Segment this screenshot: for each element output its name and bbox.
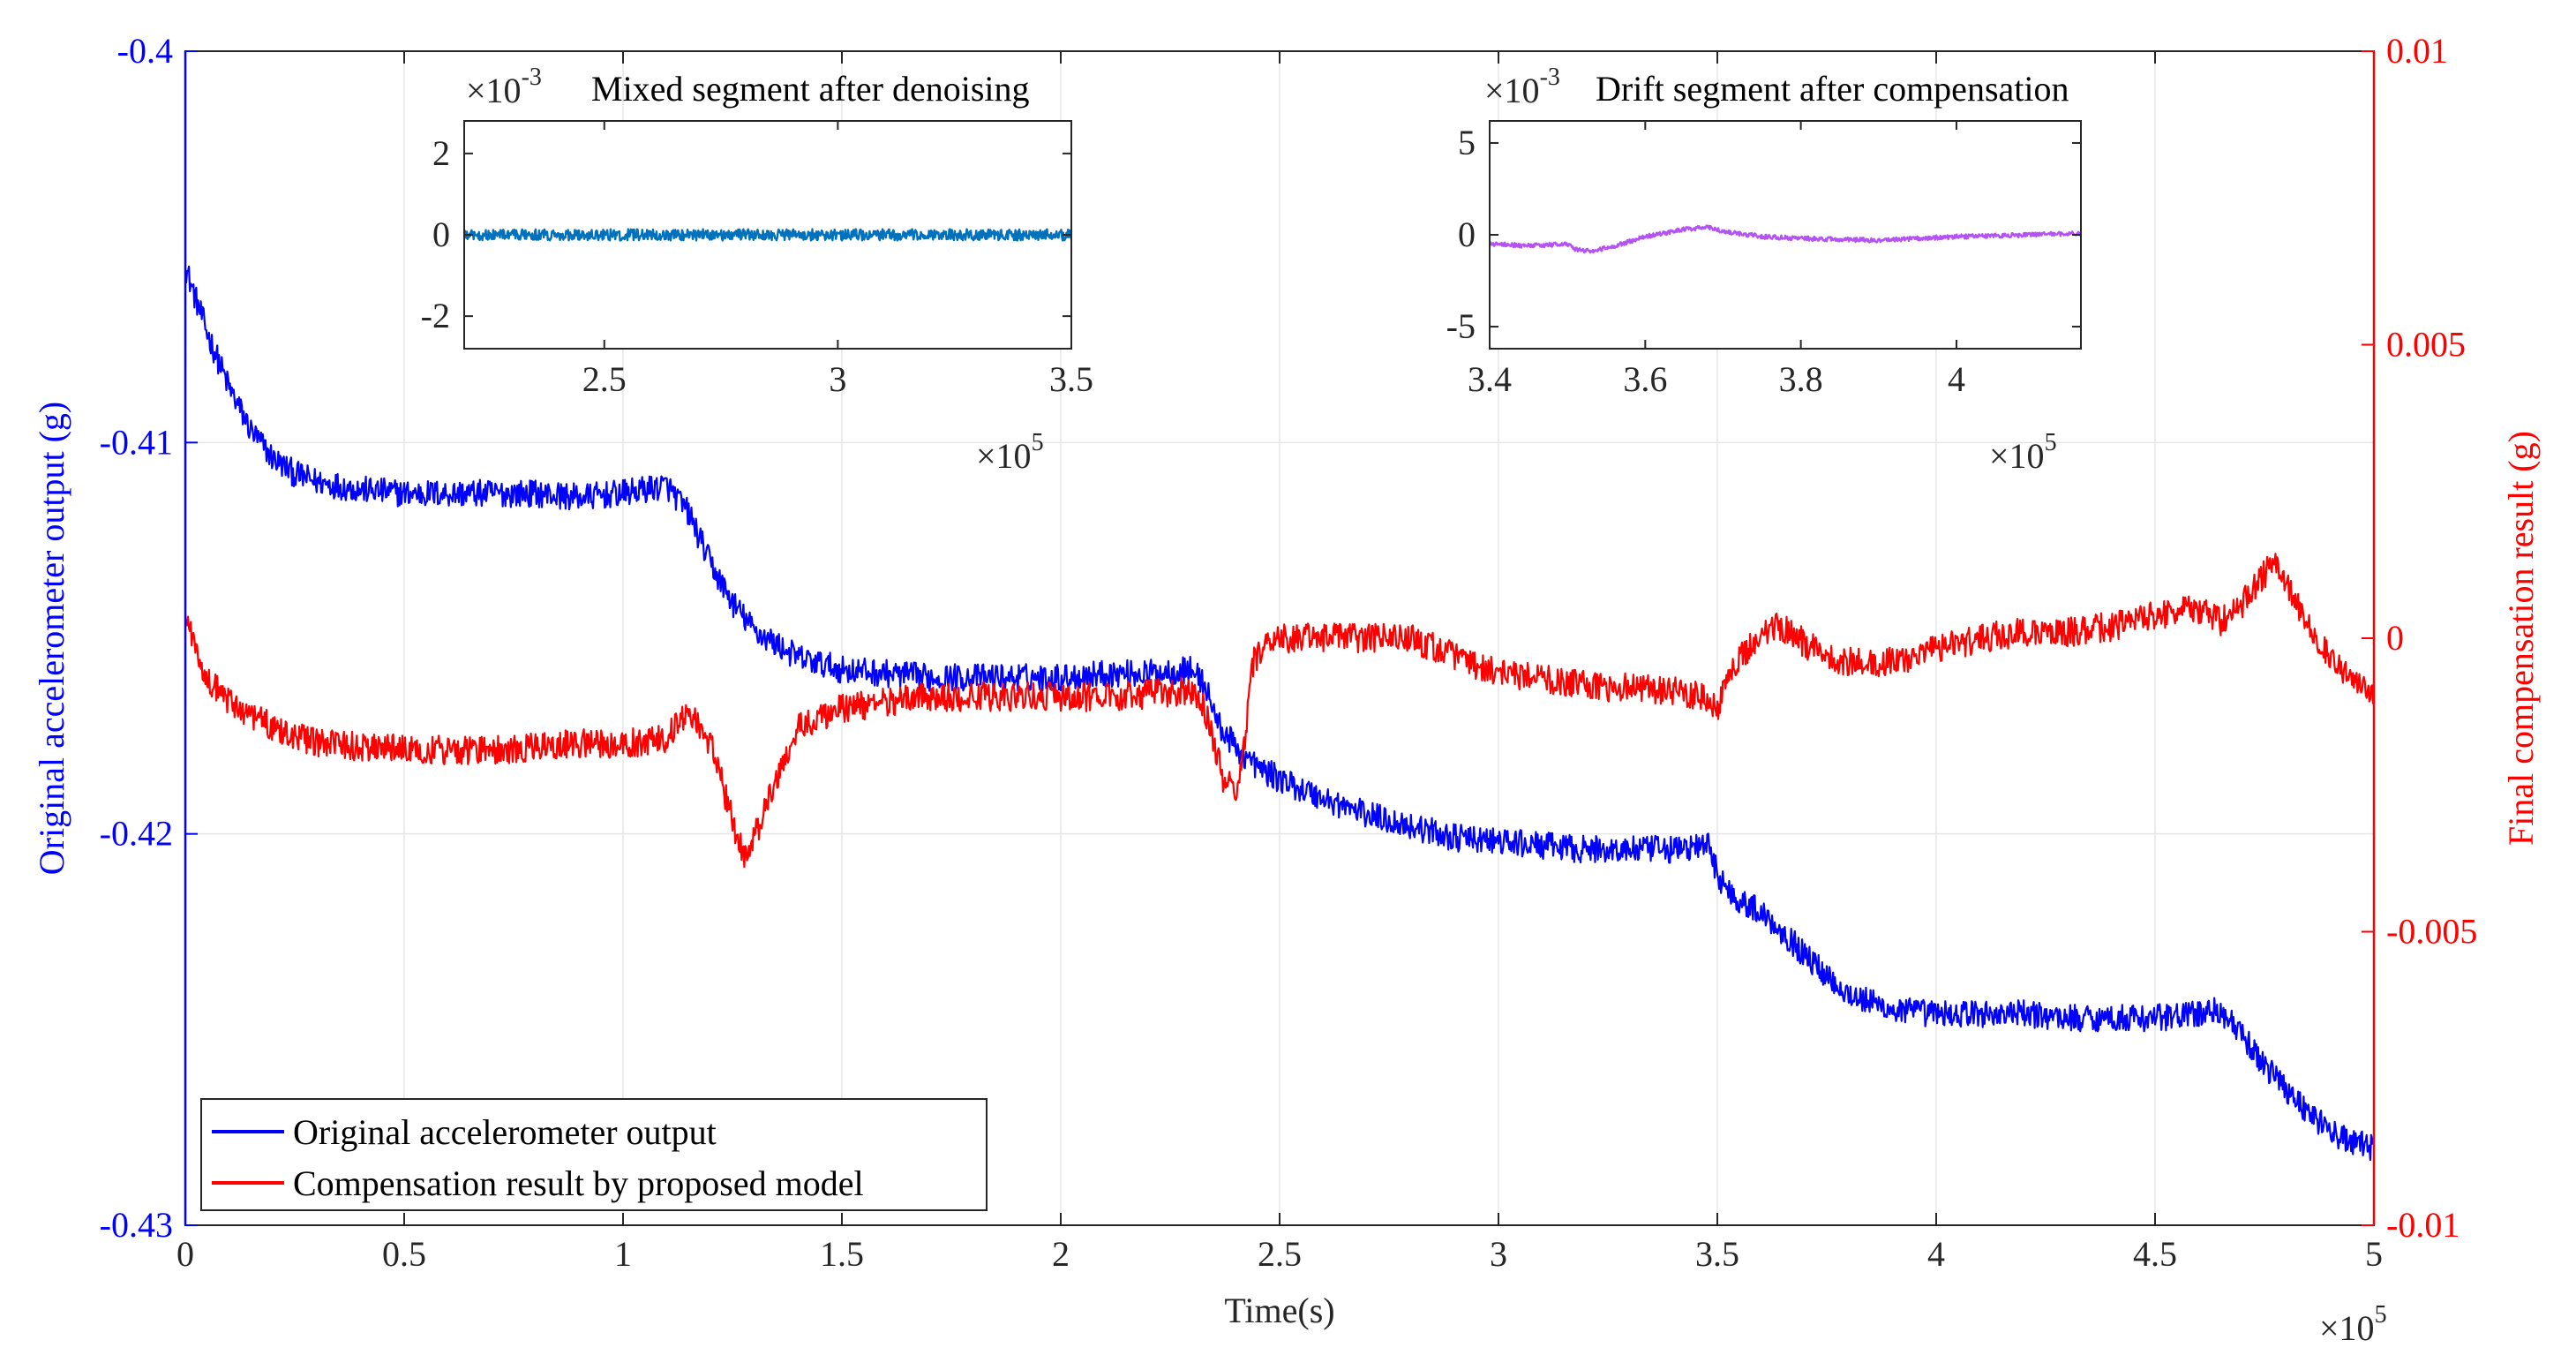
inset1-title: Mixed segment after denoising: [591, 69, 1030, 109]
inset2-series-compensated: [1488, 224, 2083, 254]
legend: Original accelerometer output Compensati…: [200, 1098, 988, 1211]
x-axis-exponent: ×105: [2319, 1301, 2387, 1348]
inset1-series-denoised: [463, 228, 1073, 242]
inset1-x-exponent: ×105: [976, 429, 1044, 476]
inset-y-tick-label: -2: [421, 296, 450, 335]
y-right-tick-label: -0.005: [2386, 912, 2477, 952]
legend-label-compensation: Compensation result by proposed model: [293, 1163, 864, 1203]
inset-y-tick-label: 0: [1458, 215, 1476, 254]
inset-x-tick-label: 3: [829, 359, 846, 399]
inset2-y-exponent: ×10-3: [1484, 64, 1560, 110]
x-tick-label: 2.5: [1258, 1234, 1302, 1274]
inset-x-tick-label: 3.8: [1779, 359, 1823, 399]
y-right-tick-label: 0.005: [2386, 325, 2466, 365]
y-left-tick-label: -0.43: [100, 1205, 173, 1245]
x-tick-label: 1: [614, 1234, 632, 1274]
x-tick-label: 3.5: [1695, 1234, 1739, 1274]
x-tick-label: 2: [1052, 1234, 1070, 1274]
inset-x-tick-label: 4: [1948, 359, 1965, 399]
inset-y-tick-label: 2: [432, 133, 450, 173]
y-right-tick-label: -0.01: [2386, 1205, 2460, 1245]
y-left-tick-label: -0.4: [117, 31, 173, 71]
inset-x-tick-label: 2.5: [582, 359, 627, 399]
inset-y-tick-label: -5: [1446, 306, 1476, 346]
x-tick-label: 0: [176, 1234, 194, 1274]
inset-x-tick-label: 3.6: [1623, 359, 1667, 399]
right-y-axis-label: Final compensation result (g): [2501, 431, 2541, 846]
x-tick-label: 3: [1490, 1234, 1507, 1274]
legend-box: [200, 1098, 988, 1211]
inset2-x-exponent: ×105: [1989, 429, 2057, 476]
x-tick-label: 5: [2365, 1234, 2383, 1274]
line-original-accelerometer-output: [184, 265, 2376, 1162]
y-left-tick-label: -0.41: [100, 422, 173, 462]
inset-line: [1488, 224, 2083, 254]
inset2-title: Drift segment after compensation: [1596, 69, 2069, 109]
x-tick-label: 0.5: [382, 1234, 426, 1274]
inset-x-tick-label: 3.5: [1049, 359, 1093, 399]
x-tick-label: 4: [1927, 1234, 1945, 1274]
inset2-ticks: 3.4 3.6 3.8 4 -5 0 5: [1446, 121, 2081, 399]
inset1-y-exponent: ×10-3: [466, 64, 542, 110]
x-tick-label: 4.5: [2133, 1234, 2177, 1274]
inset-line: [463, 228, 1073, 242]
series-original-accelerometer-output: [184, 265, 2376, 1162]
y-right-tick-label: 0: [2386, 618, 2404, 658]
y-left-tick-label: -0.42: [100, 814, 173, 854]
y-right-tick-label: 0.01: [2386, 31, 2448, 71]
inset-y-tick-label: 5: [1458, 123, 1476, 162]
main-left-y-ticks: -0.43 -0.42 -0.41 -0.4: [100, 31, 198, 1245]
inset1-ticks: 2.5 3 3.5 -2 0 2: [421, 121, 1093, 399]
inset-x-tick-label: 3.4: [1468, 359, 1512, 399]
x-tick-label: 1.5: [820, 1234, 864, 1274]
series-compensation-result: [184, 553, 2376, 869]
legend-label-original: Original accelerometer output: [293, 1112, 717, 1152]
main-right-y-ticks: -0.01 -0.005 0 0.005 0.01: [2362, 31, 2477, 1245]
inset-y-tick-label: 0: [432, 215, 450, 254]
left-y-axis-label: Original accelerometer output (g): [32, 402, 71, 875]
x-axis-label: Time(s): [1224, 1291, 1334, 1330]
main-x-ticks: 0 0.5 1 1.5 2 2.5 3 3.5 4 4.5 5: [176, 51, 2383, 1274]
line-compensation-result: [184, 553, 2376, 869]
